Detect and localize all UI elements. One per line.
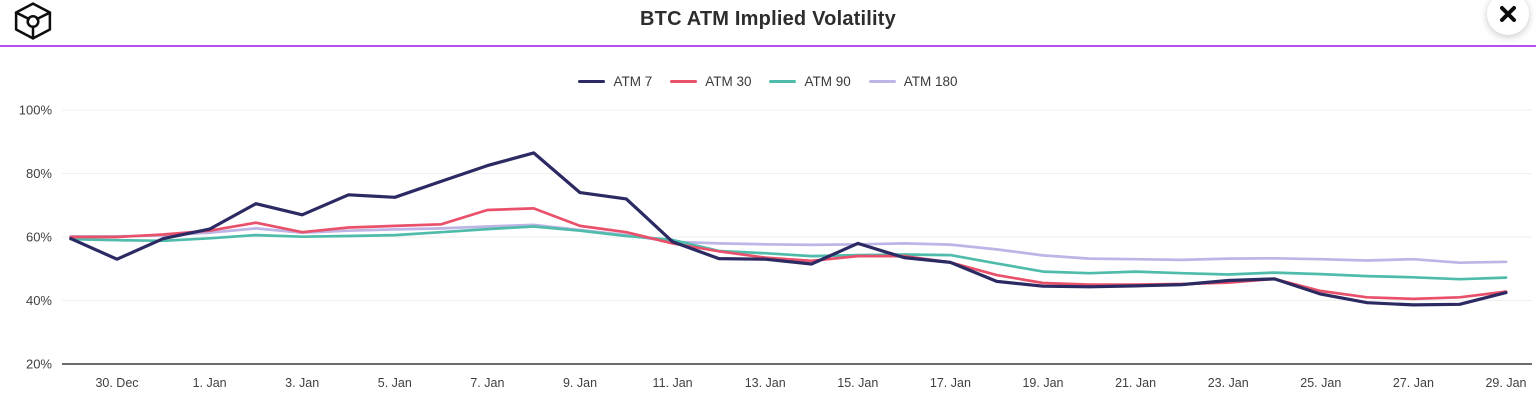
series-line-atm-180 bbox=[69, 223, 1508, 265]
x-tick-label: 3. Jan bbox=[285, 376, 319, 390]
brand-cube-logo-icon bbox=[14, 2, 52, 40]
y-tick-label: 60% bbox=[26, 230, 52, 245]
legend-swatch-icon bbox=[670, 80, 698, 83]
y-tick-label: 40% bbox=[26, 293, 52, 308]
legend-item-atm-30[interactable]: ATM 30 bbox=[670, 74, 751, 89]
x-tick-label: 27. Jan bbox=[1393, 376, 1434, 390]
header-divider bbox=[0, 45, 1536, 47]
x-tick-label: 9. Jan bbox=[563, 376, 597, 390]
chart-lines bbox=[69, 151, 1508, 307]
x-tick-label: 30. Dec bbox=[95, 376, 138, 390]
legend-item-atm-180[interactable]: ATM 180 bbox=[868, 74, 958, 89]
page-title: BTC ATM Implied Volatility bbox=[640, 8, 896, 30]
gridlines bbox=[62, 109, 1532, 365]
close-icon bbox=[1500, 6, 1516, 22]
x-tick-label: 11. Jan bbox=[653, 376, 693, 390]
x-tick-label: 7. Jan bbox=[470, 376, 504, 390]
y-tick-label: 20% bbox=[26, 357, 52, 372]
x-tick-label: 23. Jan bbox=[1208, 376, 1249, 390]
legend-swatch-icon bbox=[769, 80, 797, 83]
x-tick-label: 1. Jan bbox=[193, 376, 227, 390]
x-tick-label: 5. Jan bbox=[378, 376, 412, 390]
x-tick-label: 19. Jan bbox=[1022, 376, 1063, 390]
x-tick-label: 25. Jan bbox=[1300, 376, 1341, 390]
x-tick-label: 15. Jan bbox=[837, 376, 878, 390]
legend-swatch-icon bbox=[578, 80, 606, 83]
chart-legend: ATM 7 ATM 30 ATM 90 ATM 180 bbox=[0, 74, 1536, 89]
legend-item-atm-90[interactable]: ATM 90 bbox=[769, 74, 851, 89]
close-button[interactable] bbox=[1487, 0, 1529, 35]
x-tick-label: 13. Jan bbox=[745, 376, 786, 390]
legend-label: ATM 30 bbox=[705, 74, 752, 89]
x-tick-label: 21. Jan bbox=[1115, 376, 1156, 390]
legend-item-atm-7[interactable]: ATM 7 bbox=[578, 74, 652, 89]
x-tick-label: 17. Jan bbox=[930, 376, 971, 390]
legend-label: ATM 90 bbox=[804, 74, 851, 89]
series-line-atm-7 bbox=[69, 151, 1508, 307]
y-tick-label: 100% bbox=[19, 103, 53, 118]
legend-label: ATM 7 bbox=[613, 74, 653, 89]
y-axis-labels: 100% 80% 60% 40% 20% bbox=[19, 103, 53, 372]
legend-swatch-icon bbox=[868, 80, 896, 83]
x-tick-label: 29. Jan bbox=[1485, 376, 1526, 390]
x-axis-labels: 30. Dec 1. Jan 3. Jan 5. Jan 7. Jan 9. Jan 11.… bbox=[95, 376, 1526, 390]
legend-label: ATM 180 bbox=[903, 74, 958, 89]
y-tick-label: 80% bbox=[26, 166, 52, 181]
series-line-atm-90 bbox=[69, 225, 1508, 281]
